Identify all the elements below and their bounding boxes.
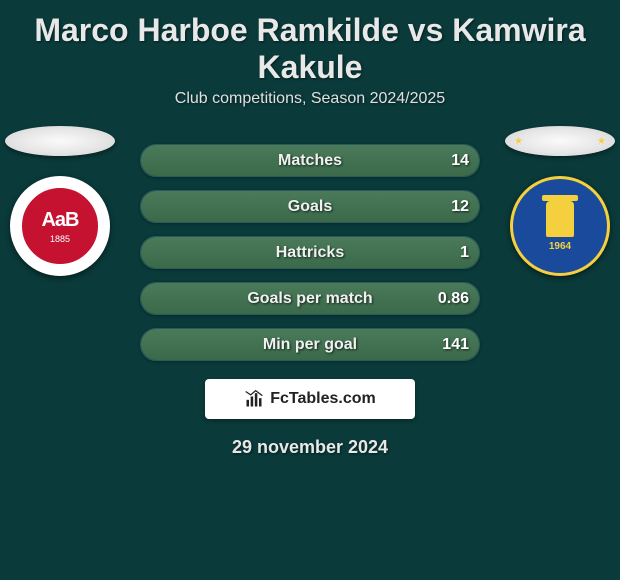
club-badge-left-text: AaB xyxy=(41,209,78,232)
star-icon: ★ xyxy=(597,136,606,147)
club-badge-right-year: 1964 xyxy=(549,241,571,252)
footer-date: 29 november 2024 xyxy=(0,437,620,458)
club-badge-right-inner: 1964 xyxy=(525,191,595,261)
footer-brand-text: FcTables.com xyxy=(270,390,376,408)
stat-label: Goals xyxy=(141,198,479,216)
stat-row: Goals12 xyxy=(140,190,480,223)
player-right-column: ★ ★ 1964 xyxy=(500,126,620,276)
club-badge-left-year: 1885 xyxy=(50,234,70,244)
stat-value-right: 1 xyxy=(460,244,469,262)
stat-label: Hattricks xyxy=(141,244,479,262)
club-badge-right: ★ ★ 1964 xyxy=(510,176,610,276)
stat-label: Matches xyxy=(141,152,479,170)
stat-row: Goals per match0.86 xyxy=(140,282,480,315)
stat-row: Min per goal141 xyxy=(140,328,480,361)
stat-value-right: 12 xyxy=(451,198,469,216)
bar-chart-icon xyxy=(244,389,264,409)
club-badge-left: AaB 1885 xyxy=(10,176,110,276)
player-left-head-silhouette xyxy=(5,126,115,156)
footer-brand-badge: FcTables.com xyxy=(205,379,415,419)
stat-value-right: 141 xyxy=(442,336,469,354)
stat-label: Min per goal xyxy=(141,336,479,354)
stat-row: Matches14 xyxy=(140,144,480,177)
comparison-area: AaB 1885 ★ ★ 1964 Matches14 Goals12 Hattri… xyxy=(0,126,620,458)
stat-label: Goals per match xyxy=(141,290,479,308)
stat-value-right: 0.86 xyxy=(438,290,469,308)
star-icon: ★ xyxy=(514,136,523,147)
stat-row: Hattricks1 xyxy=(140,236,480,269)
stat-rows: Matches14 Goals12 Hattricks1 Goals per matc… xyxy=(140,126,480,361)
page-title: Marco Harboe Ramkilde vs Kamwira Kakule xyxy=(0,0,620,90)
club-badge-tower-icon xyxy=(546,201,574,237)
club-badge-left-inner: AaB 1885 xyxy=(19,185,101,267)
page-subtitle: Club competitions, Season 2024/2025 xyxy=(0,90,620,108)
player-left-column: AaB 1885 xyxy=(0,126,120,276)
stat-value-right: 14 xyxy=(451,152,469,170)
